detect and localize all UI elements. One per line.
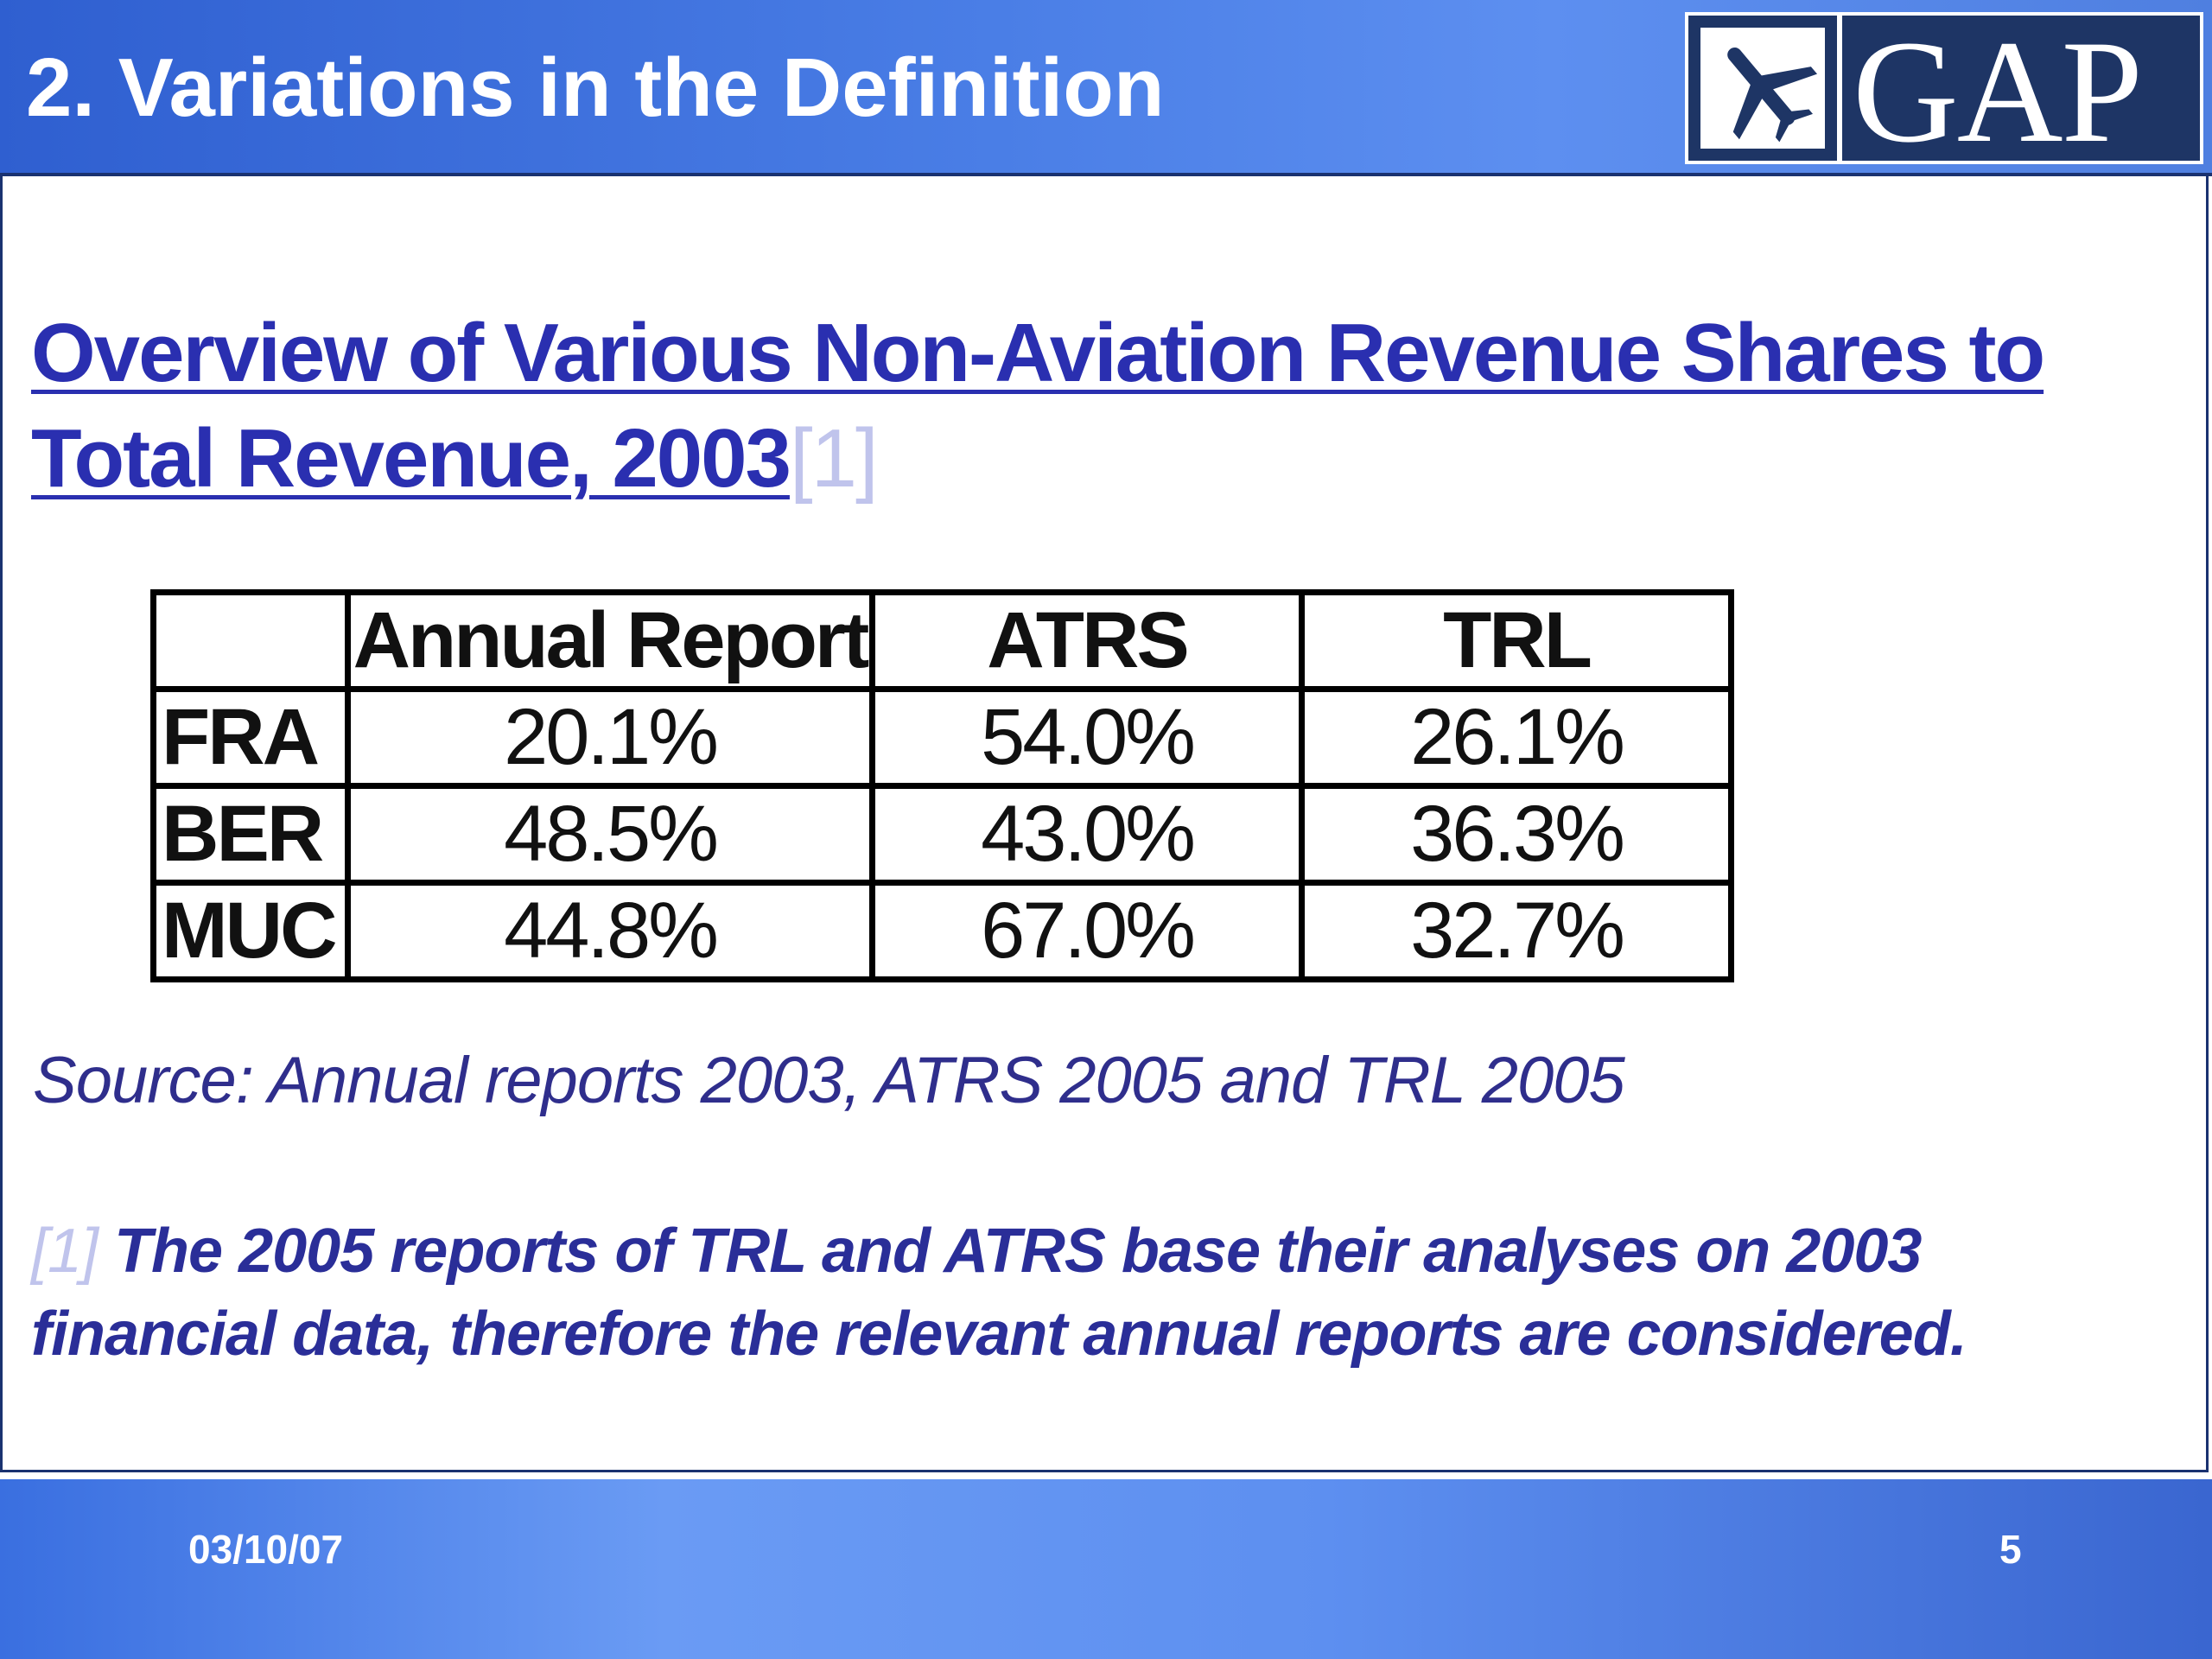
table-corner-cell — [150, 589, 351, 692]
page-number: 5 — [1999, 1527, 2022, 1572]
footer-date: 03/10/07 — [188, 1527, 344, 1572]
slide-title: 2. Variations in the Definition — [26, 41, 1165, 134]
logo-divider — [1837, 16, 1842, 161]
row-label-muc: MUC — [150, 880, 351, 982]
table-cell: 48.5% — [345, 783, 875, 886]
logo-text: GAP — [1853, 10, 2143, 173]
column-header-annual-report: Annual Report — [345, 589, 875, 692]
table-cell: 32.7% — [1299, 880, 1734, 982]
table-cell: 43.0% — [869, 783, 1305, 886]
airplane-icon — [1694, 21, 1832, 156]
row-label-ber: BER — [150, 783, 351, 886]
table-cell: 54.0% — [869, 686, 1305, 789]
table-cell: 36.3% — [1299, 783, 1734, 886]
column-header-atrs: ATRS — [869, 589, 1305, 692]
table-cell: 20.1% — [345, 686, 875, 789]
table-cell: 67.0% — [869, 880, 1305, 982]
source-note: Source: Annual reports 2003, ATRS 2005 a… — [33, 1044, 1625, 1117]
heading-text: Overview of Various Non-Aviation Revenue… — [31, 307, 2045, 505]
table-header-row: Annual Report ATRS TRL — [150, 589, 1734, 692]
table-cell: 44.8% — [345, 880, 875, 982]
table-cell: 26.1% — [1299, 686, 1734, 789]
footnote-marker: [1] — [31, 1217, 99, 1286]
row-label-fra: FRA — [150, 686, 351, 789]
footnote: [1] The 2005 reports of TRL and ATRS bas… — [31, 1210, 2174, 1376]
table-heading: Overview of Various Non-Aviation Revenue… — [31, 301, 2157, 512]
table-row: BER 48.5% 43.0% 36.3% — [150, 783, 1734, 886]
gap-logo: GAP — [1685, 10, 2203, 173]
slide-header: 2. Variations in the Definition GAP — [0, 0, 2212, 176]
footnote-reference: [1] — [789, 412, 879, 505]
table-row: FRA 20.1% 54.0% 26.1% — [150, 686, 1734, 789]
revenue-share-table: Annual Report ATRS TRL FRA 20.1% 54.0% 2… — [150, 589, 1734, 982]
table-row: MUC 44.8% 67.0% 32.7% — [150, 880, 1734, 982]
footnote-text: The 2005 reports of TRL and ATRS base th… — [31, 1217, 1967, 1369]
column-header-trl: TRL — [1299, 589, 1734, 692]
slide-footer: 03/10/07 5 — [0, 1479, 2212, 1659]
